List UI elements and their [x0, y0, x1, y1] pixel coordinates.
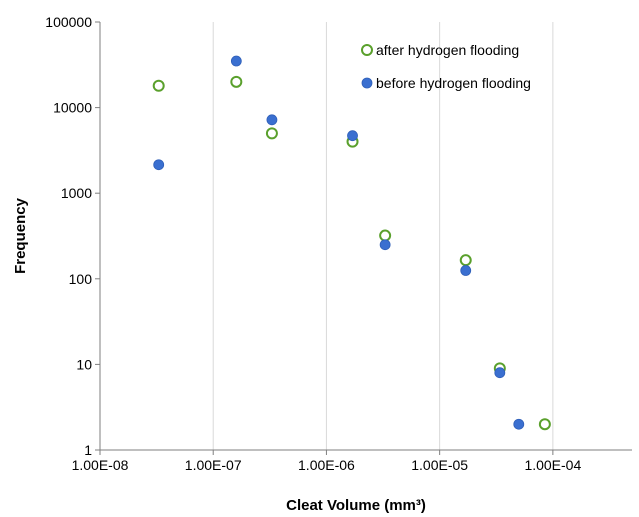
data-point-after	[230, 75, 243, 88]
y-tick-label: 10000	[53, 100, 92, 116]
data-point-before	[230, 55, 242, 67]
tick-label-layer: 1 10 100 1000 10000 100000 1.00E-08 1.00E-07 1.0…	[45, 14, 581, 473]
axis-layer	[95, 21, 632, 455]
y-tick-label: 1	[84, 442, 92, 458]
y-tick-label: 100	[69, 271, 93, 287]
legend-label-before: before hydrogen flooding	[376, 75, 531, 91]
y-tick-label: 1000	[61, 185, 92, 201]
data-point-before	[153, 159, 165, 171]
x-tick-label: 1.00E-07	[185, 457, 242, 473]
y-tick-label: 10	[76, 356, 92, 372]
y-axis-title: Frequency	[12, 197, 29, 274]
data-point-before	[347, 130, 358, 142]
x-axis-title: Cleat Volume (mm³)	[286, 497, 426, 514]
legend-label-after: after hydrogen flooding	[376, 42, 519, 58]
data-point-before	[513, 418, 525, 430]
legend-marker-before	[361, 77, 373, 89]
data-point-before	[266, 114, 278, 126]
x-tick-label: 1.00E-08	[72, 457, 129, 473]
data-point-after	[152, 79, 165, 92]
x-tick-label: 1.00E-06	[298, 457, 355, 473]
data-point-before	[494, 367, 506, 379]
data-point-before	[379, 239, 391, 251]
data-point-after	[538, 418, 551, 431]
x-tick-label: 1.00E-04	[524, 457, 581, 473]
grid-layer	[212, 22, 554, 450]
legend: after hydrogen flooding before hydrogen …	[361, 42, 531, 91]
y-tick-label: 100000	[45, 14, 92, 30]
data-point-after	[265, 127, 278, 140]
data-point-after	[379, 229, 392, 242]
data-point-before	[460, 265, 472, 276]
x-tick-label: 1.00E-05	[411, 457, 468, 473]
data-point-layer	[152, 55, 551, 431]
data-point-after	[459, 254, 472, 267]
legend-marker-after	[361, 44, 373, 56]
